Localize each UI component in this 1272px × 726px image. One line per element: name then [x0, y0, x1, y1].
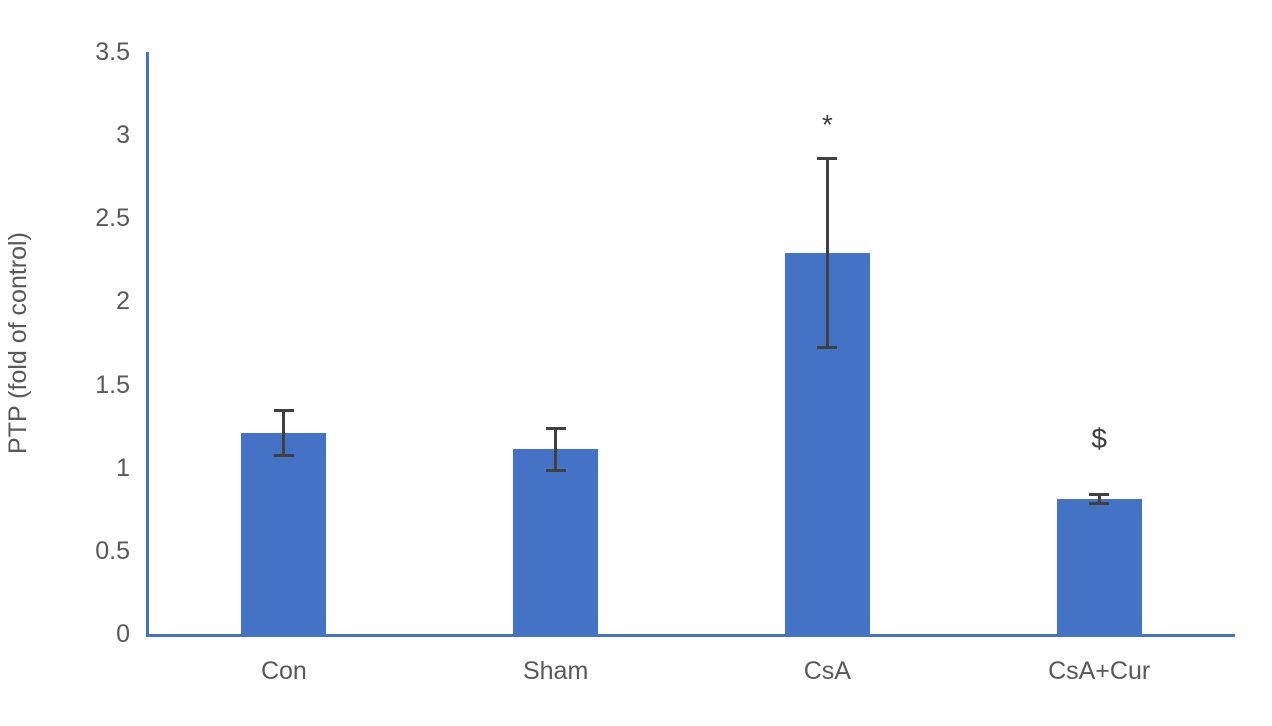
x-tick-label-CsA+Cur: CsA+Cur [1048, 657, 1151, 685]
x-tick-label-CsA: CsA [803, 657, 851, 685]
error-bar-cap-top [545, 426, 566, 430]
error-bar-line [554, 427, 558, 472]
error-bar-line [1097, 494, 1101, 505]
y-tick-label: 0.5 [95, 536, 130, 565]
error-bar-cap-top [817, 157, 838, 161]
y-tick-label: 2 [116, 287, 130, 316]
error-bar-line [825, 158, 829, 348]
bar-CsA+Cur [1056, 499, 1142, 634]
bar-Sham [513, 449, 599, 634]
error-bar-cap-bottom [817, 345, 838, 349]
y-tick-label: 3 [116, 121, 130, 150]
y-tick-label: 0 [116, 620, 130, 648]
error-bar-line [282, 409, 286, 457]
error-bar-cap-bottom [545, 469, 566, 473]
y-tick-label: 3.5 [95, 38, 130, 66]
significance-marker: $ [1091, 423, 1107, 455]
error-bar-cap-bottom [273, 454, 294, 458]
y-tick-label: 1 [116, 453, 130, 482]
plot-area: 0 0.5 1 1.5 2 2.5 3 3.5 Con Sham CsA CsA+Cur * $ [95, 38, 1235, 685]
x-tick-label-Sham: Sham [522, 657, 589, 685]
error-bar-cap-top [273, 408, 294, 412]
significance-marker: * [821, 109, 833, 141]
x-axis-line [146, 634, 1235, 637]
error-bar-cap-bottom [1089, 502, 1110, 506]
y-tick-label: 2.5 [95, 204, 130, 233]
y-axis-line [146, 52, 149, 634]
y-tick-label: 1.5 [95, 370, 130, 399]
y-axis-title: PTP (fold of control) [4, 232, 32, 454]
x-tick-label-Con: Con [260, 657, 307, 685]
error-bar-cap-top [1089, 493, 1110, 497]
bar-Con [241, 432, 327, 634]
